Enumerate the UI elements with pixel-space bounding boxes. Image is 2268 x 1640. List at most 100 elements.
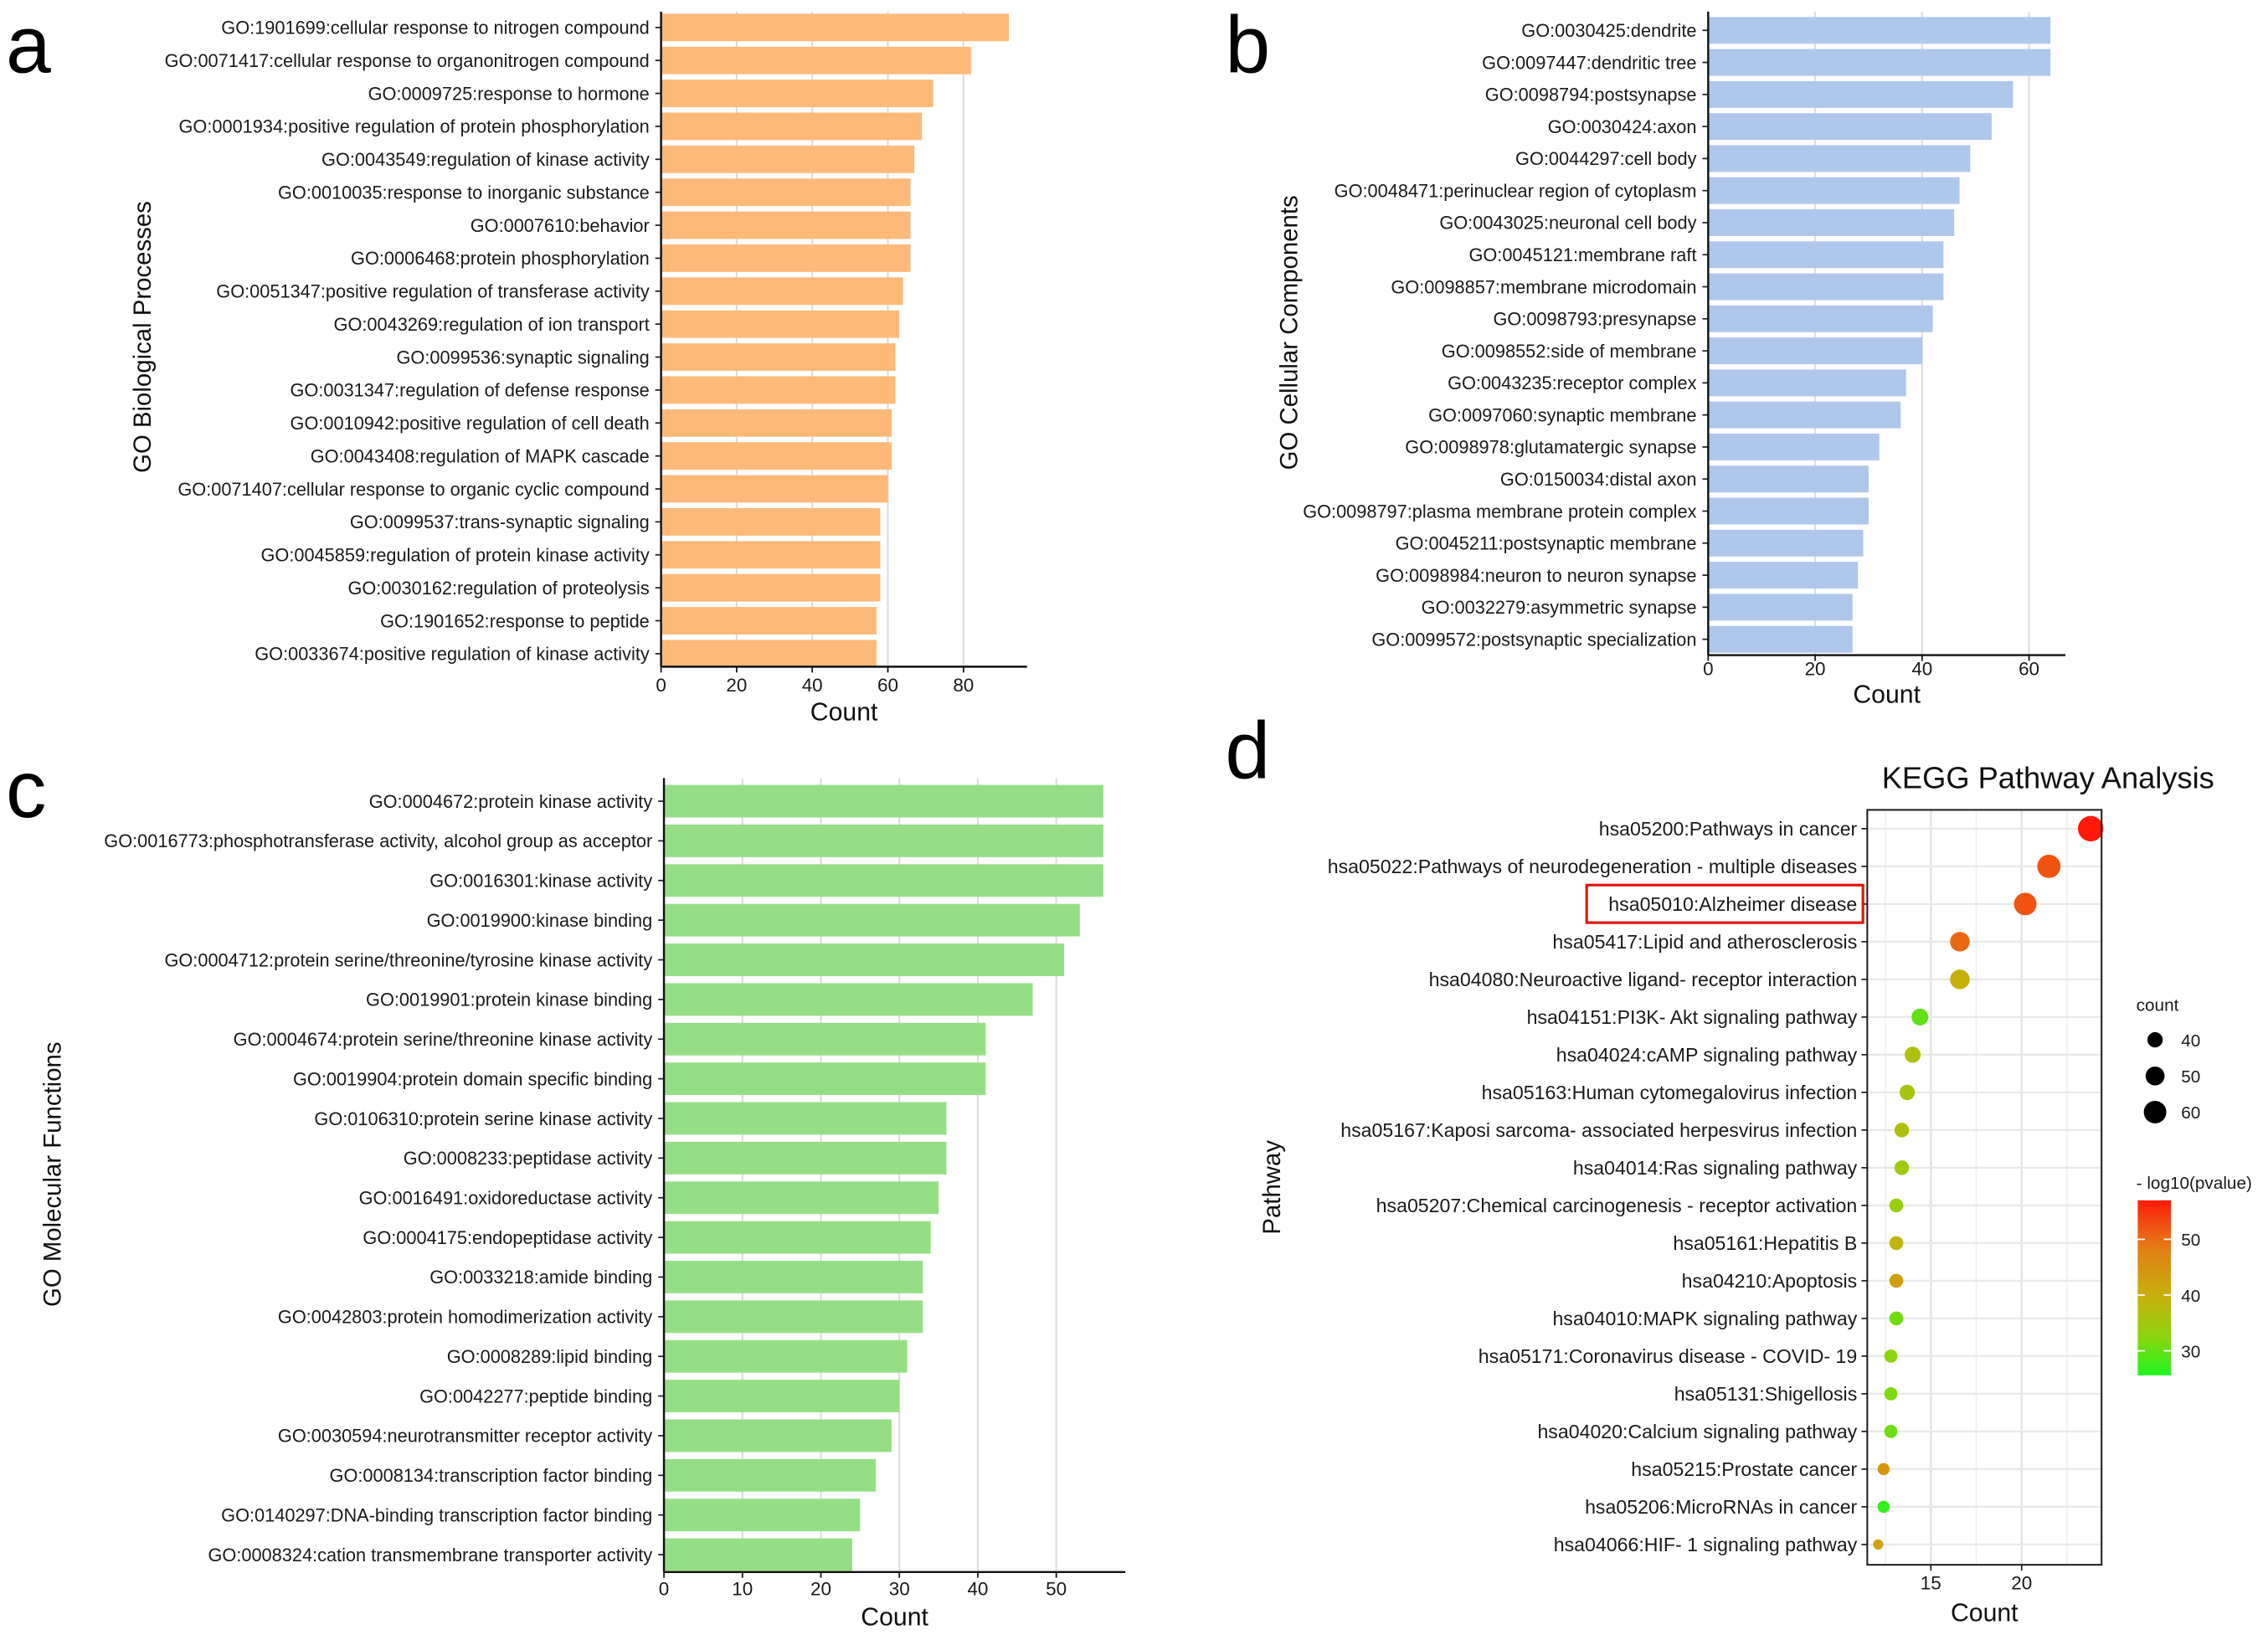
bar: [1708, 17, 2051, 44]
data-point: [2013, 892, 2037, 916]
y-axis-title: GO Molecular Functions: [39, 1041, 67, 1307]
bar: [661, 607, 877, 635]
category-label: GO:0030425:dendrite: [1521, 20, 1696, 41]
x-tick-label: 20: [1805, 659, 1826, 680]
pathway-label: hsa04020:Calcium signaling pathway: [1537, 1421, 1857, 1442]
bar: [661, 442, 892, 470]
category-label: GO:0033674:positive regulation of kinase…: [255, 644, 650, 665]
category-label: GO:0045121:membrane raft: [1468, 244, 1696, 265]
panel-letter-d: d: [1225, 704, 1270, 795]
pathway-label: hsa05417:Lipid and atherosclerosis: [1552, 931, 1857, 953]
data-point: [1877, 1500, 1890, 1514]
bar: [661, 80, 933, 107]
y-axis-title: GO Biological Processes: [129, 201, 157, 473]
category-label: GO:0006468:protein phosphorylation: [351, 248, 650, 269]
bar: [661, 112, 923, 141]
category-label: GO:0008289:lipid binding: [447, 1346, 652, 1367]
y-axis-title: Pathway: [1258, 1140, 1286, 1235]
category-label: GO:0071417:cellular response to organoni…: [165, 50, 650, 71]
bar: [661, 178, 911, 207]
pathway-label: hsa05022:Pathways of neurodegeneration -…: [1328, 856, 1858, 877]
data-point: [1884, 1425, 1898, 1438]
bar: [1708, 337, 1922, 365]
category-label: GO:0008233:peptidase activity: [404, 1148, 653, 1169]
category-label: GO:0010942:positive regulation of cell d…: [291, 413, 650, 434]
bar: [661, 145, 915, 173]
bar: [1708, 594, 1853, 621]
chart-title: KEGG Pathway Analysis: [1882, 760, 2214, 794]
category-label: GO:0001934:positive regulation of protei…: [179, 116, 650, 137]
category-label: GO:1901652:response to peptide: [380, 610, 650, 631]
bar: [661, 13, 1009, 42]
category-label: GO:0031347:regulation of defense respons…: [291, 380, 650, 401]
x-tick-label: 60: [2019, 659, 2039, 680]
bar: [1708, 273, 1944, 301]
bar: [664, 903, 1080, 937]
color-legend-label: 50: [2181, 1231, 2200, 1250]
bar: [661, 573, 881, 602]
category-label: GO:1901699:cellular response to nitrogen…: [221, 18, 649, 39]
category-label: GO:0106310:protein serine kinase activit…: [314, 1108, 652, 1129]
x-axis-title: Count: [861, 1604, 928, 1632]
category-label: GO:0071407:cellular response to organic …: [177, 479, 649, 500]
data-point: [1889, 1236, 1904, 1251]
x-tick-label: 60: [877, 675, 898, 696]
size-legend-label: 60: [2181, 1103, 2200, 1123]
bar: [661, 376, 896, 404]
x-axis-title: Count: [1853, 681, 1921, 709]
bar: [664, 784, 1103, 818]
pathway-label: hsa05010:Alzheimer disease: [1608, 893, 1857, 915]
category-label: GO:0004712:protein serine/threonine/tyro…: [164, 949, 652, 970]
x-tick-label: 20: [2011, 1573, 2032, 1594]
pathway-label: hsa05171:Coronavirus disease - COVID- 19: [1479, 1345, 1857, 1367]
pathway-label: hsa04014:Ras signaling pathway: [1573, 1157, 1858, 1179]
bar: [1708, 80, 2013, 108]
bar: [661, 507, 881, 536]
pathway-label: hsa05206:MicroRNAs in cancer: [1585, 1496, 1857, 1518]
category-label: GO:0098793:presynapse: [1493, 309, 1696, 330]
x-tick-label: 50: [1046, 1578, 1067, 1599]
category-label: GO:0007610:behavior: [471, 215, 650, 236]
bar: [664, 864, 1103, 897]
category-label: GO:0051347:positive regulation of transf…: [216, 281, 650, 302]
size-legend-dot: [2147, 1031, 2163, 1048]
category-label: GO:0098857:membrane microdomain: [1391, 276, 1696, 297]
x-tick-label: 40: [967, 1578, 988, 1599]
x-axis-title: Count: [1951, 1600, 2019, 1627]
category-label: GO:0009725:response to hormone: [368, 83, 650, 104]
category-label: GO:0099572:postsynaptic specialization: [1371, 629, 1696, 650]
category-label: GO:0043549:regulation of kinase activity: [321, 149, 650, 170]
pathway-label: hsa05207:Chemical carcinogenesis - recep…: [1376, 1195, 1858, 1216]
color-legend-label: 40: [2181, 1287, 2200, 1306]
data-point: [1904, 1046, 1921, 1063]
x-tick-label: 20: [810, 1578, 831, 1599]
category-label: GO:0098552:side of membrane: [1442, 341, 1697, 362]
category-label: GO:0004175:endopeptidase activity: [363, 1227, 652, 1248]
bar: [661, 46, 971, 75]
size-legend-label: 40: [2181, 1031, 2200, 1051]
x-tick-label: 80: [953, 675, 974, 696]
data-point: [1873, 1539, 1884, 1550]
panel-letter-a: a: [6, 0, 51, 90]
category-label: GO:0043235:receptor complex: [1448, 373, 1697, 393]
bar: [664, 1458, 877, 1492]
category-label: GO:0033218:amide binding: [429, 1267, 652, 1288]
panel-border: [1866, 809, 2103, 1566]
pathway-label: hsa04210:Apoptosis: [1682, 1270, 1858, 1292]
data-point: [1911, 1008, 1929, 1026]
bar: [664, 1419, 892, 1452]
highlight-box: [1585, 883, 1864, 924]
plot-panel: [1867, 810, 2102, 1565]
bar: [661, 541, 881, 569]
category-label: GO:0016773:phosphotransferase activity, …: [104, 830, 652, 851]
size-legend-dot: [2143, 1100, 2167, 1123]
x-tick-label: 15: [1921, 1573, 1941, 1594]
bar: [664, 1261, 923, 1293]
category-label: GO:0098978:glutamatergic synapse: [1405, 437, 1696, 458]
x-tick-label: 40: [1911, 659, 1932, 680]
data-point: [1894, 1160, 1910, 1175]
bar: [664, 1062, 986, 1096]
bar: [1708, 433, 1880, 460]
data-point: [1950, 969, 1970, 990]
